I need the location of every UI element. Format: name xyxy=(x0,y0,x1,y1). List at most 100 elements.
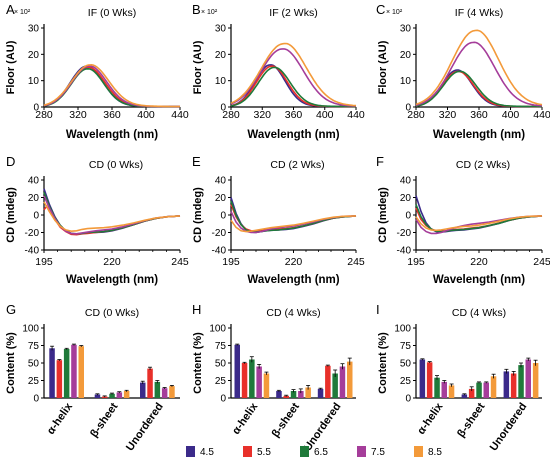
bar-5-5 xyxy=(147,368,153,398)
category-label: β-sheet xyxy=(455,401,487,440)
bar-4-5 xyxy=(461,394,468,398)
x-tick-label: 320 xyxy=(253,109,271,121)
x-tick-label: 280 xyxy=(35,109,53,121)
y-tick-label: 25 xyxy=(28,376,40,387)
chart-title: CD (2 Wks) xyxy=(270,159,324,171)
y-tick-label: 25 xyxy=(400,376,412,387)
legend-label: 8.5 xyxy=(428,447,442,458)
bar-5-5 xyxy=(325,365,331,398)
bar-4-5 xyxy=(317,388,324,398)
y-tick-label: 100 xyxy=(22,324,39,335)
bar-7-5 xyxy=(525,359,531,398)
legend-label: 6.5 xyxy=(314,447,328,458)
series-line-8-5 xyxy=(415,215,543,232)
y-tick-label: 75 xyxy=(400,341,412,352)
y-tick-label: 40 xyxy=(400,176,412,187)
category-label: Unordered xyxy=(302,401,344,453)
x-axis-label: Wavelength (nm) xyxy=(247,274,339,286)
bar-7-5 xyxy=(339,366,346,398)
series-line-6-5 xyxy=(415,204,543,233)
x-tick-label: 360 xyxy=(285,109,303,121)
bar-4-5 xyxy=(49,348,55,398)
series-line-8-5 xyxy=(43,63,181,108)
legend-swatch xyxy=(243,446,252,457)
panel-g: G CD (0 Wks) 0 25 50 75 100 Content (%) α-helix β… xyxy=(5,302,180,453)
y-tick-label: 0 xyxy=(405,394,411,405)
x-tick-label: 280 xyxy=(222,109,240,121)
panel-h: H CD (4 Wks) 0 25 50 75 100 Content (%) α-helix β… xyxy=(192,302,356,453)
panel-letter: D xyxy=(6,154,15,169)
legend-label: 4.5 xyxy=(200,447,214,458)
y-tick-label: 10 xyxy=(215,76,227,87)
bar-7-5 xyxy=(161,388,168,398)
bar-7-5 xyxy=(298,391,304,398)
legend-label: 5.5 xyxy=(257,447,271,458)
bar-8-5 xyxy=(263,373,270,398)
y-tick-label: -20 xyxy=(25,228,40,239)
category-label: β-sheet xyxy=(270,401,302,440)
bar-5-5 xyxy=(283,395,289,398)
x-tick-label: 220 xyxy=(470,256,488,268)
y-tick-label: 30 xyxy=(400,24,412,35)
bar-5-5 xyxy=(56,360,63,398)
bar-6-5 xyxy=(109,393,115,398)
series-line-7-5 xyxy=(415,41,543,107)
bar-8-5 xyxy=(78,346,84,398)
x-tick-label: 220 xyxy=(103,256,121,268)
x-axis-label: Wavelength (nm) xyxy=(247,129,339,141)
bar-4-5 xyxy=(276,391,282,398)
panel-letter: G xyxy=(6,302,16,317)
chart-title: IF (0 Wks) xyxy=(88,7,136,19)
y-tick-label: 0 xyxy=(33,394,39,405)
y-tick-label: 50 xyxy=(215,359,227,370)
bar-5-5 xyxy=(468,388,475,398)
bar-7-5 xyxy=(71,344,77,398)
x-tick-label: 440 xyxy=(347,109,365,121)
x-axis-label: Wavelength (nm) xyxy=(433,274,525,286)
x-tick-label: 195 xyxy=(407,256,425,268)
y-tick-label: 40 xyxy=(215,176,227,187)
bar-6-5 xyxy=(518,365,524,398)
panel-letter: E xyxy=(192,154,201,169)
category-label: α-helix xyxy=(230,400,261,437)
bar-8-5 xyxy=(490,376,497,398)
y-tick-label: 10 xyxy=(28,76,40,87)
y-tick-label: 25 xyxy=(215,376,227,387)
y-axis-label: CD (mdeg) xyxy=(377,187,389,243)
y-scale-label: × 10² xyxy=(201,9,218,16)
panel-letter: I xyxy=(376,302,380,317)
panel-letter: B xyxy=(192,2,201,17)
series-line-8-5 xyxy=(230,215,357,233)
y-tick-label: 0 xyxy=(220,394,226,405)
legend: 4.5 5.5 6.5 7.5 8.5 xyxy=(186,446,442,458)
bar-8-5 xyxy=(532,363,539,398)
bar-5-5 xyxy=(241,363,248,398)
panel-a: A IF (0 Wks) × 10² 0 10 20 30 280 320 360 400 440 Wa… xyxy=(5,2,189,141)
y-axis-label: Content (%) xyxy=(5,332,17,394)
y-tick-label: 30 xyxy=(215,24,227,35)
chart-title: CD (4 Wks) xyxy=(452,307,506,319)
bar-4-5 xyxy=(140,382,146,398)
y-axis-label: Content (%) xyxy=(377,332,389,394)
x-axis-label: Wavelength (nm) xyxy=(66,274,158,286)
panel-letter: A xyxy=(6,2,15,17)
bar-4-5 xyxy=(94,394,101,398)
chart-title: CD (0 Wks) xyxy=(85,307,139,319)
panel-i: I CD (4 Wks) 0 25 50 75 100 Content (%) α-helix β… xyxy=(376,302,542,453)
chart-title: CD (2 Wks) xyxy=(456,159,510,171)
y-tick-label: -20 xyxy=(397,228,412,239)
panel-letter: H xyxy=(192,302,201,317)
x-tick-label: 320 xyxy=(69,109,87,121)
y-tick-label: 50 xyxy=(400,359,412,370)
y-tick-label: 10 xyxy=(400,76,412,87)
y-tick-label: 0 xyxy=(405,211,411,222)
y-axis-label: Floor (AU) xyxy=(377,40,389,94)
legend-swatch xyxy=(357,446,366,457)
panel-c: C IF (4 Wks) × 10² 0 10 20 30 280 320 360 400 440 Wa… xyxy=(376,2,550,141)
y-axis-label: Content (%) xyxy=(192,332,204,394)
x-tick-label: 195 xyxy=(35,256,53,268)
y-tick-label: 75 xyxy=(215,341,227,352)
y-scale-label: × 10² xyxy=(386,9,403,16)
x-tick-label: 360 xyxy=(470,109,488,121)
x-tick-label: 245 xyxy=(533,256,550,268)
